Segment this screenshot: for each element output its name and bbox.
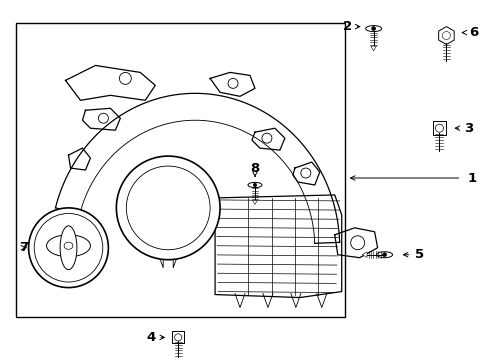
Circle shape — [434, 124, 443, 132]
Bar — [172, 332, 184, 343]
Polygon shape — [252, 200, 257, 204]
Circle shape — [119, 72, 131, 84]
Circle shape — [442, 32, 449, 40]
Circle shape — [300, 168, 310, 178]
Text: 8: 8 — [250, 162, 259, 175]
Circle shape — [126, 166, 210, 250]
Ellipse shape — [46, 235, 90, 257]
Text: 5: 5 — [414, 248, 423, 261]
Circle shape — [350, 236, 364, 250]
Circle shape — [227, 78, 238, 88]
Polygon shape — [370, 46, 376, 51]
Circle shape — [116, 156, 220, 260]
Text: 6: 6 — [468, 26, 478, 39]
Circle shape — [174, 334, 182, 341]
Ellipse shape — [376, 252, 392, 258]
Bar — [16, 23, 344, 318]
Ellipse shape — [247, 183, 262, 188]
Bar — [432, 121, 445, 135]
Circle shape — [382, 253, 386, 257]
Text: 2: 2 — [342, 20, 351, 33]
Circle shape — [371, 27, 375, 31]
Ellipse shape — [60, 226, 77, 270]
Ellipse shape — [64, 242, 73, 249]
Polygon shape — [362, 252, 366, 257]
Text: 4: 4 — [146, 331, 155, 344]
Circle shape — [29, 208, 108, 288]
Circle shape — [262, 133, 271, 143]
Circle shape — [98, 113, 108, 123]
Text: 1: 1 — [467, 171, 475, 185]
Circle shape — [34, 213, 102, 282]
Text: 7: 7 — [19, 241, 28, 254]
Polygon shape — [438, 27, 453, 45]
Ellipse shape — [365, 26, 381, 32]
Circle shape — [253, 183, 256, 187]
Text: 3: 3 — [464, 122, 473, 135]
